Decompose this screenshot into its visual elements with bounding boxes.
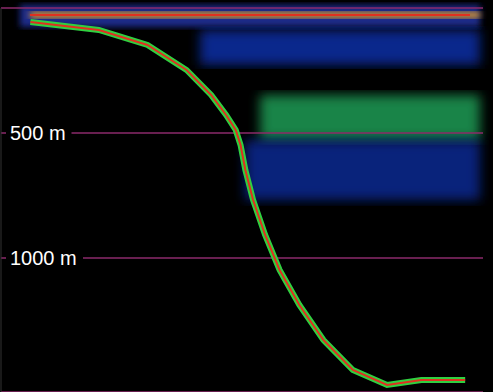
svg-text:500 m: 500 m	[10, 122, 66, 144]
svg-text:1000 m: 1000 m	[10, 247, 77, 269]
